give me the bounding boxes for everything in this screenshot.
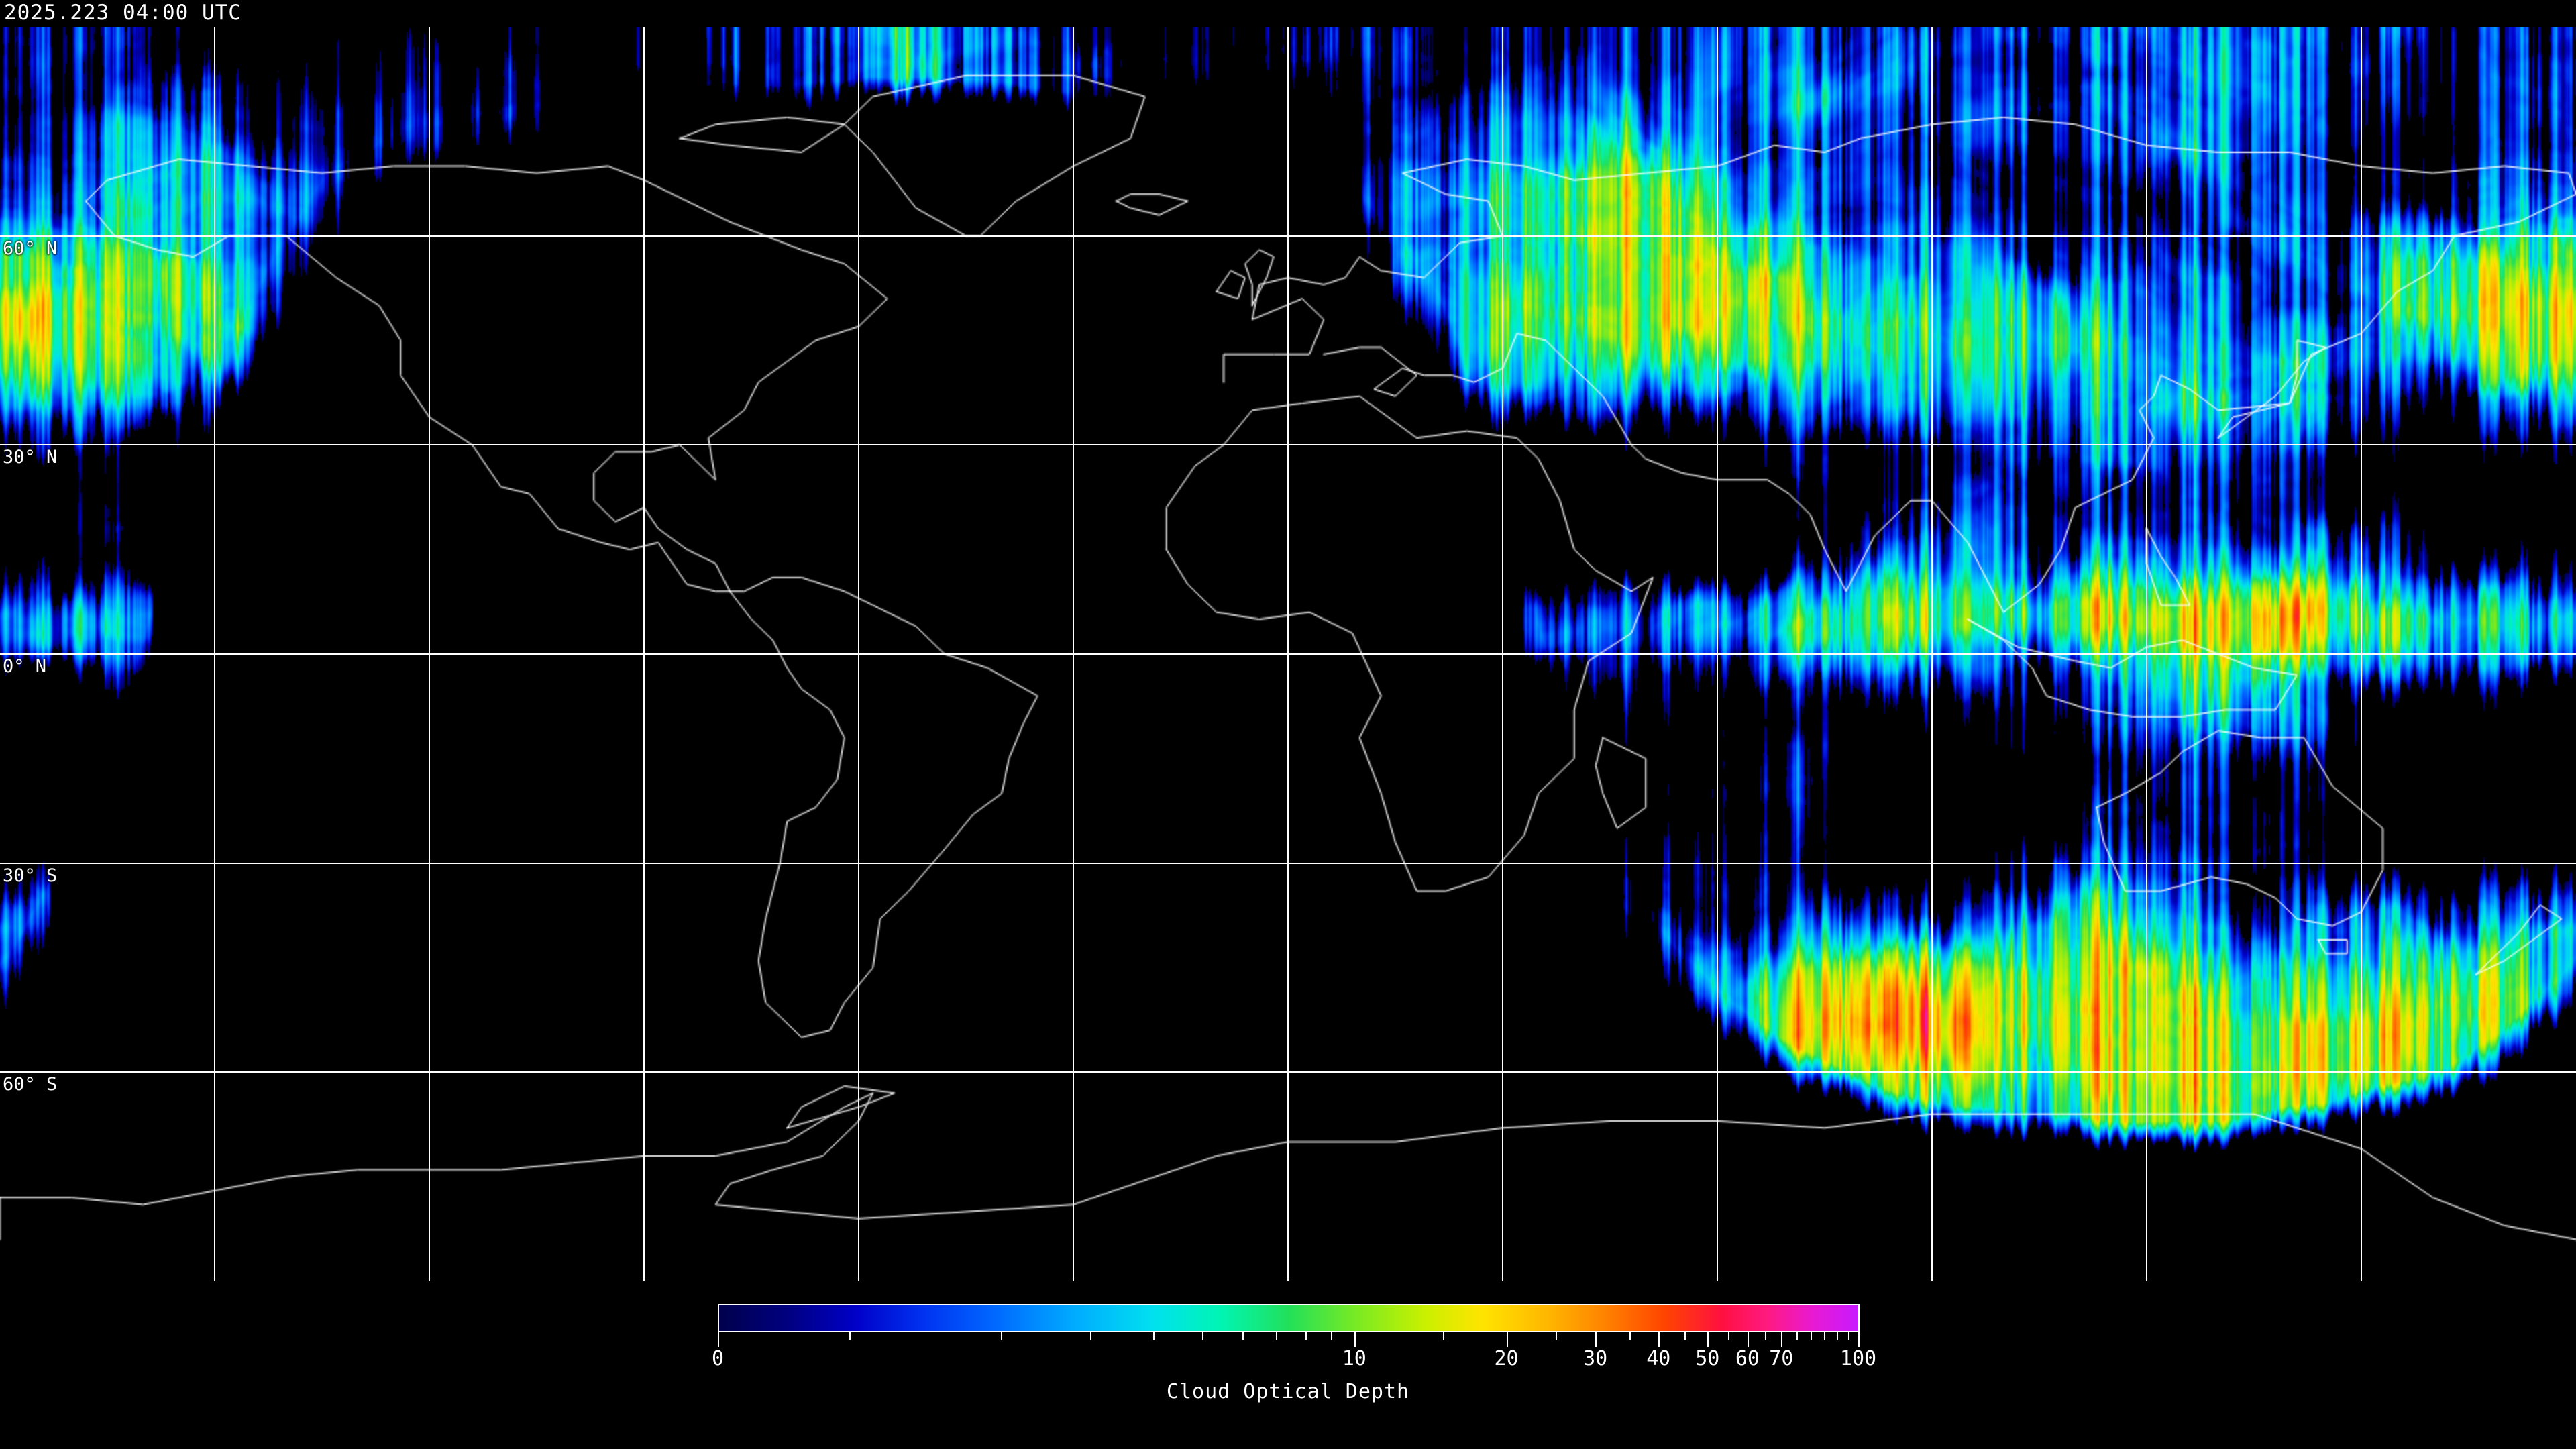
colorbar-minor-tick-7	[1276, 1332, 1278, 1340]
colorbar-tick-10	[1354, 1332, 1356, 1347]
colorbar-minor-tick-2	[1001, 1332, 1003, 1340]
colorbar-tick-label-0: 0	[711, 1347, 724, 1371]
colorbar-tick-30	[1595, 1332, 1597, 1347]
colorbar-tick-20	[1506, 1332, 1508, 1347]
colorbar-minor-tick-75	[1796, 1332, 1798, 1340]
colorbar-minor-tick-6	[1242, 1332, 1244, 1340]
colorbar-tick-60	[1747, 1332, 1749, 1347]
colorbar: 0 10 20 30 40 50 60 70 100	[712, 1304, 1876, 1370]
colorbar-minor-tick-9	[1331, 1332, 1333, 1340]
colorbar-tick-label-60: 60	[1735, 1347, 1760, 1371]
colorbar-tick-0	[718, 1332, 719, 1347]
colorbar-minor-tick-55	[1728, 1332, 1730, 1340]
lat-label--30: 30° S	[3, 865, 58, 886]
colorbar-minor-tick-1	[849, 1332, 851, 1340]
colorbar-minor-tick-25	[1555, 1332, 1557, 1340]
colorbar-minor-tick-15	[1443, 1332, 1445, 1340]
colorbar-minor-tick-3	[1089, 1332, 1091, 1340]
colorbar-minor-tick-90	[1836, 1332, 1838, 1340]
lat-label-0: 0° N	[3, 656, 47, 677]
colorbar-tick-label-10: 10	[1342, 1347, 1366, 1371]
colorbar-minor-tick-35	[1629, 1332, 1631, 1340]
lat-label-30: 30° N	[3, 447, 58, 468]
colorbar-minor-tick-80	[1811, 1332, 1812, 1340]
colorbar-title: Cloud Optical Depth	[1166, 1380, 1410, 1403]
lat-label-60: 60° N	[3, 237, 58, 259]
colorbar-tick-label-20: 20	[1494, 1347, 1519, 1371]
colorbar-tick-70	[1781, 1332, 1783, 1347]
lat-label--60: 60° S	[3, 1074, 58, 1095]
colorbar-tick-label-30: 30	[1583, 1347, 1608, 1371]
colorbar-gradient-fill	[719, 1305, 1858, 1331]
colorbar-tick-label-40: 40	[1646, 1347, 1671, 1371]
colorbar-tick-50	[1707, 1332, 1709, 1347]
colorbar-minor-tick-4	[1153, 1332, 1155, 1340]
colorbar-tick-100	[1858, 1332, 1860, 1347]
cloud-optical-depth-raster	[0, 27, 2576, 1281]
colorbar-tick-label-50: 50	[1695, 1347, 1720, 1371]
colorbar-tick-label-100: 100	[1839, 1347, 1877, 1371]
colorbar-minor-tick-8	[1305, 1332, 1307, 1340]
colorbar-minor-tick-45	[1684, 1332, 1686, 1340]
colorbar-minor-tick-65	[1765, 1332, 1767, 1340]
colorbar-tick-label-70: 70	[1769, 1347, 1794, 1371]
colorbar-minor-tick-95	[1848, 1332, 1850, 1340]
map-panel: 60° N 30° N 0° N 30° S 60° S	[0, 27, 2576, 1281]
colorbar-minor-tick-85	[1823, 1332, 1825, 1340]
timestamp-label: 2025.223 04:00 UTC	[4, 1, 241, 25]
colorbar-gradient	[718, 1304, 1860, 1332]
colorbar-minor-tick-5	[1202, 1332, 1204, 1340]
colorbar-tick-40	[1658, 1332, 1660, 1347]
